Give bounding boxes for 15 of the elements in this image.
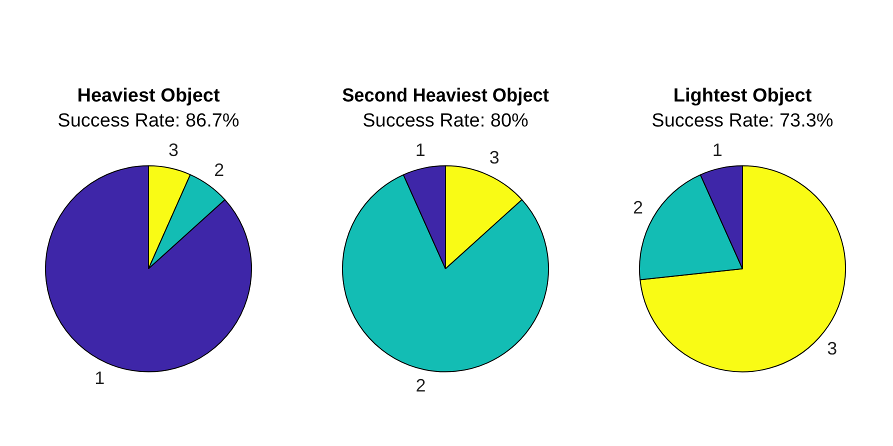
chart-title: Lightest Object — [673, 86, 812, 107]
chart-title: Heaviest Object — [77, 86, 220, 107]
chart-title: Second Heaviest Object — [342, 84, 549, 106]
chart-subtitle: Success Rate: 73.3% — [652, 110, 834, 132]
chart-subtitle: Success Rate: 80% — [362, 110, 529, 132]
slice-label: 1 — [94, 368, 105, 388]
slice-label: 3 — [489, 148, 500, 168]
slice-label: 2 — [214, 160, 224, 180]
slice-label: 2 — [416, 376, 426, 396]
slice-label: 2 — [633, 198, 644, 218]
slice-label: 3 — [827, 338, 838, 358]
slice-label: 3 — [168, 140, 178, 160]
slice-label: 1 — [415, 140, 426, 160]
slice-label: 1 — [712, 140, 722, 160]
chart-subtitle: Success Rate: 86.7% — [58, 110, 240, 132]
